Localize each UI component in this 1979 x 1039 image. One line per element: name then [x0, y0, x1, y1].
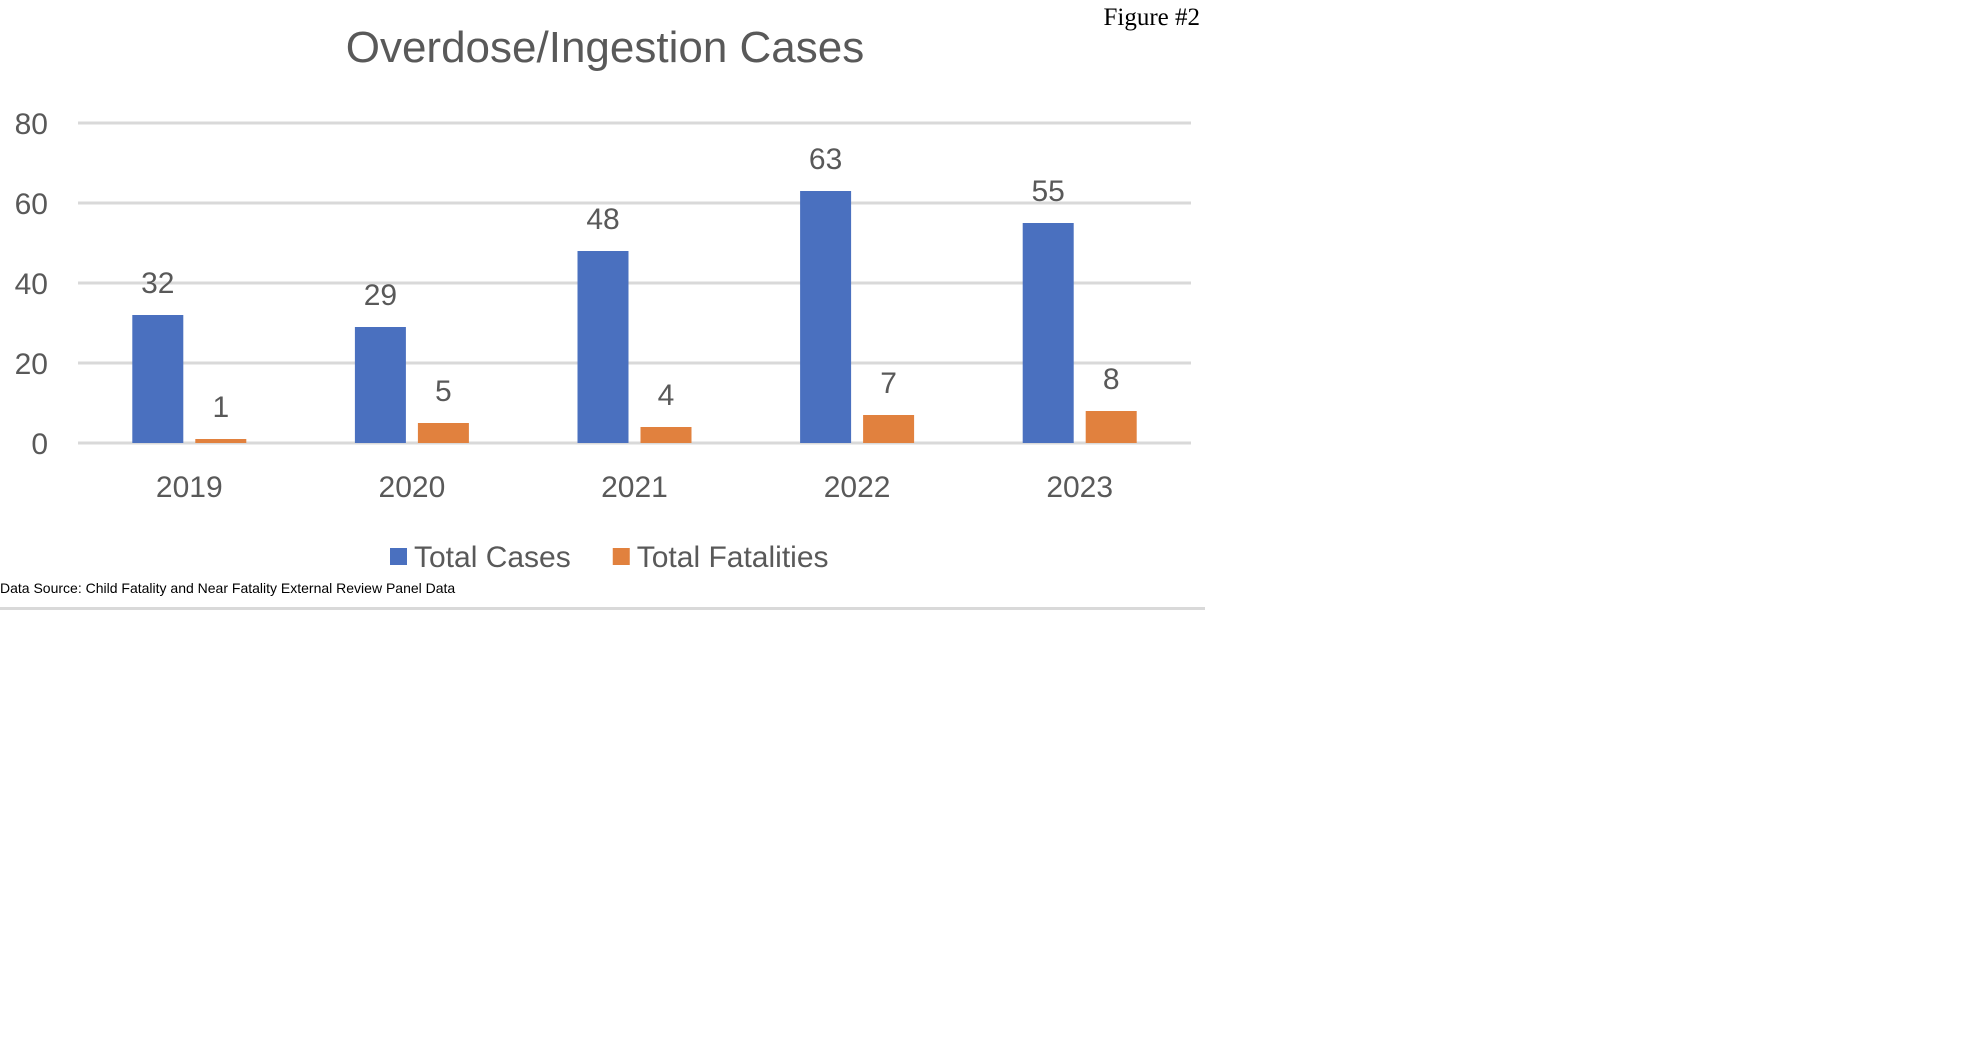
bar-total-fatalities: [417, 423, 469, 443]
data-label: 29: [364, 279, 397, 312]
legend-swatch: [612, 548, 630, 565]
y-tick-label: 80: [15, 108, 48, 141]
data-label: 8: [1103, 363, 1120, 396]
bar-total-cases: [132, 315, 184, 443]
figure-label: Figure #2: [1103, 4, 1200, 31]
chart-title: Overdose/Ingestion Cases: [346, 23, 865, 72]
x-tick-label: 2019: [156, 471, 223, 504]
data-label: 63: [809, 143, 842, 176]
bar-total-fatalities: [195, 439, 247, 443]
y-tick-label: 0: [31, 428, 48, 461]
y-tick-label: 20: [15, 348, 48, 381]
legend-label: Total Cases: [414, 541, 571, 574]
x-tick-label: 2023: [1046, 471, 1113, 504]
y-tick-label: 60: [15, 188, 48, 221]
bar-total-fatalities: [863, 415, 915, 443]
bar-total-cases: [800, 191, 852, 443]
divider: [0, 607, 1205, 610]
bar-total-cases: [577, 251, 629, 443]
x-tick-label: 2021: [601, 471, 668, 504]
legend-label: Total Fatalities: [637, 541, 829, 574]
legend-swatch: [390, 548, 407, 565]
data-label: 7: [880, 367, 897, 400]
data-label: 32: [141, 267, 174, 300]
y-tick-label: 40: [15, 268, 48, 301]
bar-total-cases: [354, 327, 406, 443]
data-label: 4: [658, 379, 675, 412]
data-label: 1: [212, 391, 229, 424]
x-tick-label: 2022: [824, 471, 891, 504]
bar-total-cases: [1022, 223, 1074, 443]
data-label: 55: [1032, 175, 1065, 208]
data-label: 48: [586, 203, 619, 236]
data-label: 5: [435, 375, 452, 408]
bar-total-fatalities: [640, 427, 692, 443]
bar-total-fatalities: [1085, 411, 1137, 443]
x-tick-label: 2020: [379, 471, 446, 504]
data-source-note: Data Source: Child Fatality and Near Fat…: [0, 580, 456, 596]
